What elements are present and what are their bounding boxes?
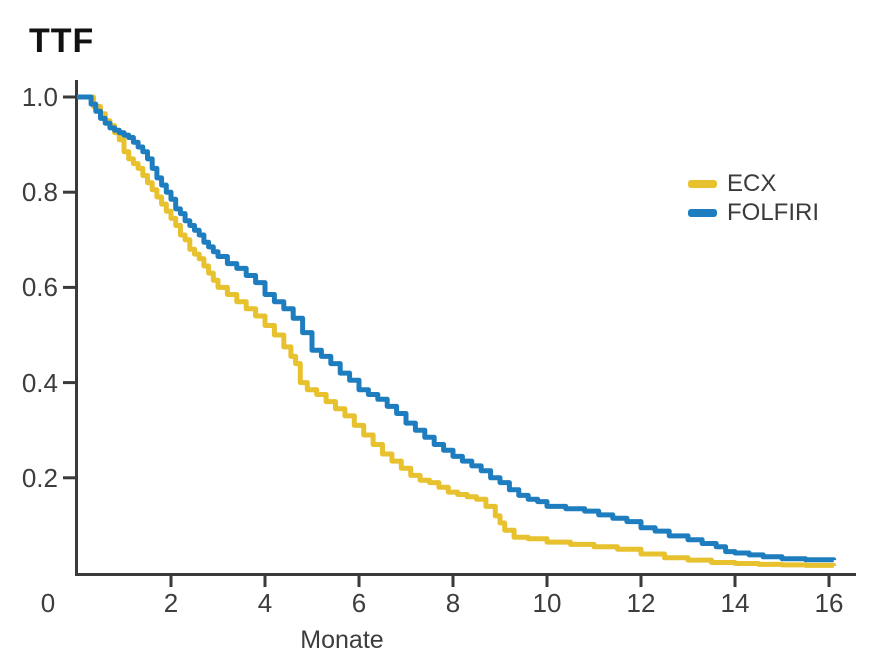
legend-label-folfiri: FOLFIRI <box>727 198 820 226</box>
legend-label-ecx: ECX <box>727 169 777 197</box>
x-tick-label: 16 <box>814 588 844 618</box>
folfiri-curve <box>77 94 837 563</box>
ecx-line-swatch-icon <box>688 179 717 188</box>
legend: ECX FOLFIRI <box>688 169 820 226</box>
x-tick-label: 6 <box>351 588 367 618</box>
legend-item-ecx: ECX <box>688 169 819 197</box>
ecx-curve <box>77 94 837 568</box>
folfiri-line-swatch-icon <box>688 208 717 217</box>
x-tick-label: 12 <box>626 588 656 618</box>
legend-item-folfiri: FOLFIRI <box>688 198 820 226</box>
chart-title: TTF <box>29 22 95 60</box>
y-tick-label: 1.0 <box>21 82 58 112</box>
x-tick-label: 2 <box>163 588 179 618</box>
axis-spines <box>75 80 856 576</box>
y-tick-label: 0.4 <box>21 367 58 398</box>
x-tick-label: 14 <box>720 588 750 618</box>
x-tick-label: 4 <box>257 588 273 618</box>
y-tick-label: 0.6 <box>21 272 58 303</box>
y-tick-label: 0.8 <box>21 177 58 208</box>
x-tick-label: 10 <box>532 588 562 618</box>
x-tick-label: 8 <box>445 588 461 618</box>
y-tick-label: 0.2 <box>21 462 58 493</box>
x-axis-label: Monate <box>300 626 384 654</box>
x-tick-label: 0 <box>40 588 56 618</box>
